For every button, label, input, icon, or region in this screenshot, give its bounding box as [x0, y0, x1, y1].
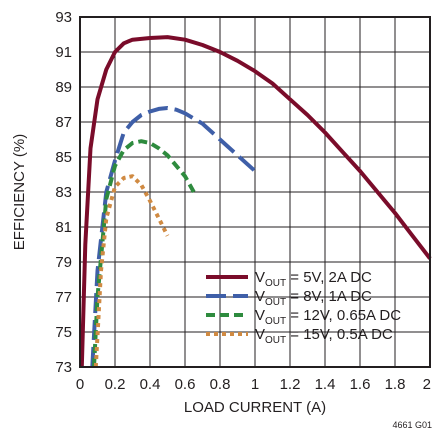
y-tick-label: 83 — [55, 184, 72, 201]
legend-main: V — [255, 307, 265, 324]
y-tick-label: 73 — [55, 359, 72, 376]
plot-frame — [79, 16, 431, 368]
x-tick-label: 0 — [76, 376, 84, 393]
legend-main: V — [255, 326, 265, 343]
series-line-1 — [79, 35, 432, 368]
legend-subscript: OUT — [265, 297, 286, 308]
legend-main: V — [255, 288, 265, 305]
y-tick-label: 87 — [55, 114, 72, 131]
legend-entry-3: VOUT = 12V, 0.65A DC — [255, 307, 401, 327]
legend-main: V — [255, 269, 265, 286]
series-lines — [79, 35, 432, 368]
x-tick-label: 1.4 — [315, 376, 336, 393]
y-tick-label: 85 — [55, 149, 72, 166]
x-tick-label: 1.2 — [280, 376, 301, 393]
x-tick-labels: 0 0.2 0.4 0.6 0.8 1 1.2 1.4 1.6 1.8 2 — [76, 376, 431, 393]
legend-entry-1: VOUT = 5V, 2A DC — [255, 269, 372, 289]
legend-rest: = 12V, 0.65A DC — [286, 307, 401, 324]
legend-rest: = 8V, 1A DC — [286, 288, 372, 305]
y-tick-labels: 73 75 77 79 81 83 85 87 89 91 93 — [55, 9, 72, 376]
legend-rest: = 5V, 2A DC — [286, 269, 372, 286]
x-tick-label: 2 — [423, 376, 431, 393]
legend-subscript: OUT — [265, 335, 286, 346]
x-tick-label: 1.8 — [385, 376, 406, 393]
x-tick-label: 0.8 — [210, 376, 231, 393]
y-tick-label: 79 — [55, 254, 72, 271]
legend-subscript: OUT — [265, 278, 286, 289]
x-tick-label: 0.6 — [175, 376, 196, 393]
legend-rest: = 15V, 0.5A DC — [286, 326, 393, 343]
y-tick-label: 91 — [55, 44, 72, 61]
series-line-4 — [93, 174, 170, 368]
legend-entry-2: VOUT = 8V, 1A DC — [255, 288, 372, 308]
y-tick-label: 93 — [55, 9, 72, 26]
series-line-3 — [92, 139, 196, 368]
y-axis-label: EFFICIENCY (%) — [11, 134, 28, 250]
series-line-2 — [90, 106, 257, 368]
legend-subscript: OUT — [265, 316, 286, 327]
x-tick-label: 1.6 — [350, 376, 371, 393]
figure-id: 4661 G01 — [392, 420, 432, 430]
legend-entry-4: VOUT = 15V, 0.5A DC — [255, 326, 393, 346]
x-tick-label: 1 — [251, 376, 259, 393]
x-tick-label: 0.4 — [140, 376, 161, 393]
y-tick-label: 77 — [55, 289, 72, 306]
x-axis-label: LOAD CURRENT (A) — [184, 399, 326, 416]
y-tick-label: 89 — [55, 79, 72, 96]
x-tick-label: 0.2 — [105, 376, 126, 393]
y-tick-label: 81 — [55, 219, 72, 236]
y-tick-label: 75 — [55, 324, 72, 341]
